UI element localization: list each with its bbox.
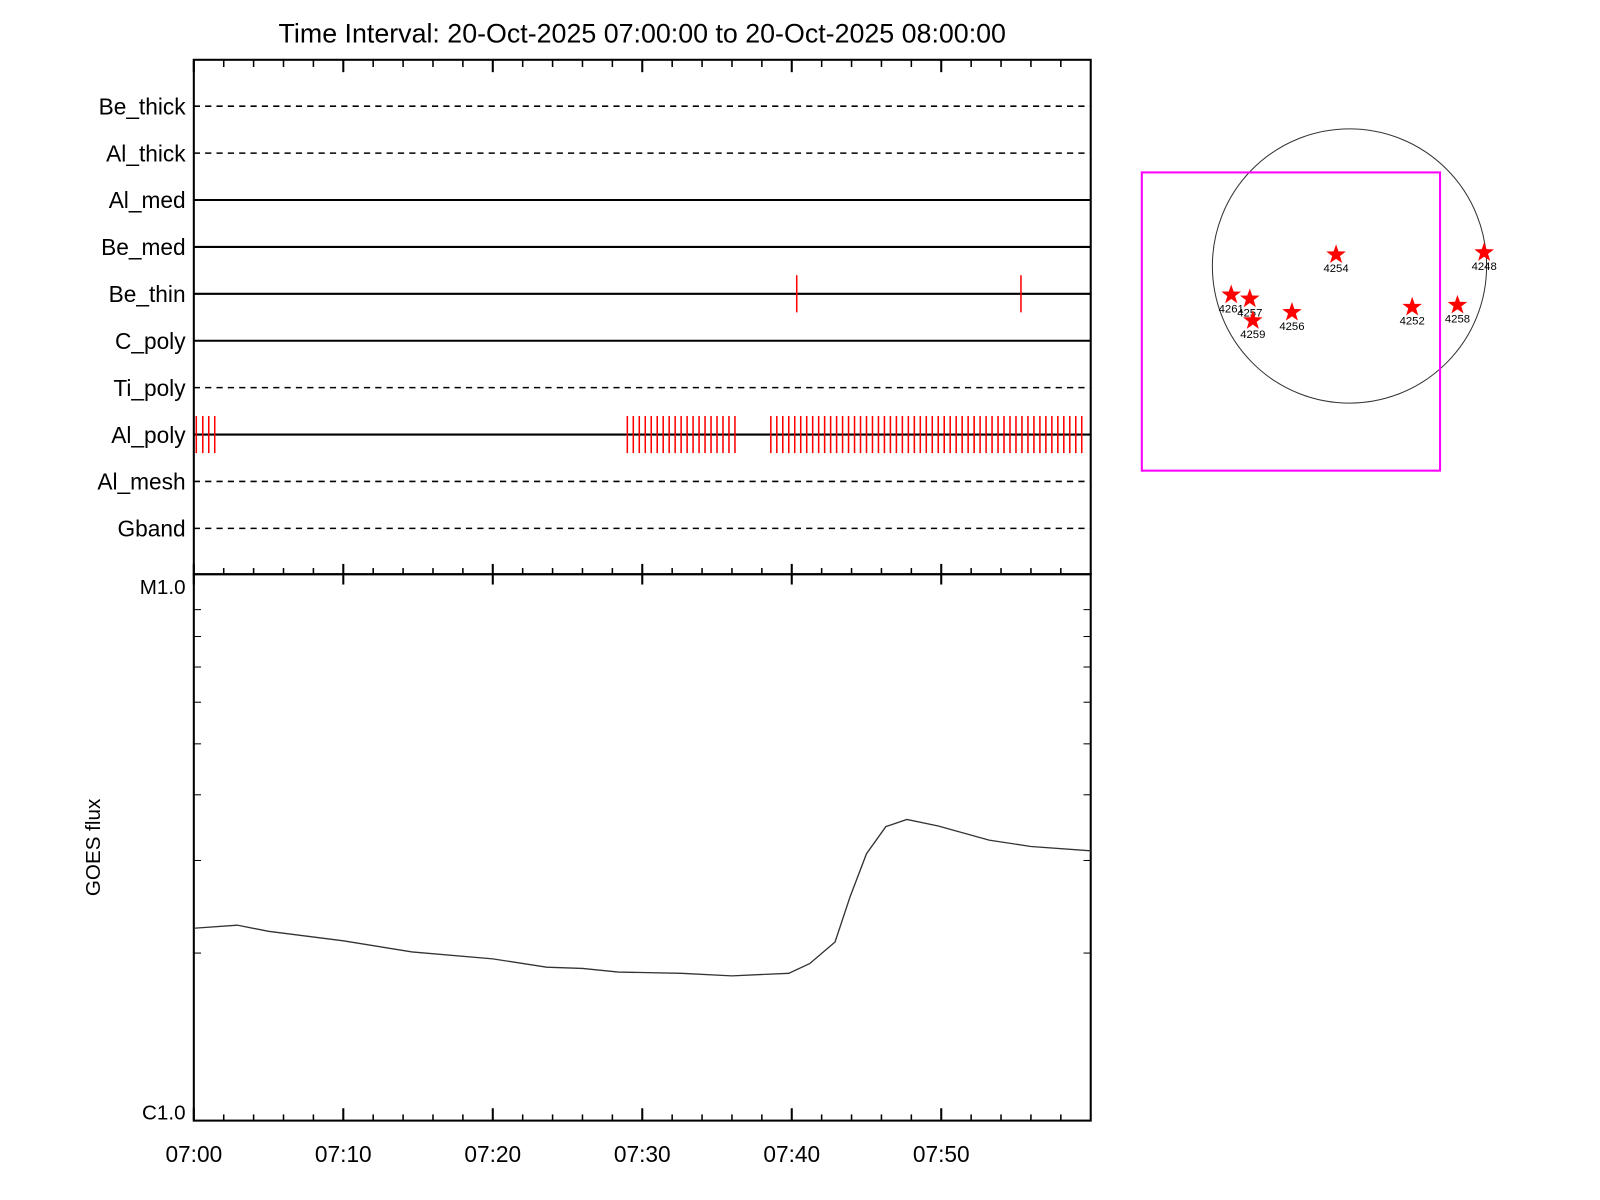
region-label: 4261 (1219, 303, 1244, 315)
region-marker (1447, 294, 1468, 314)
flux-line (193, 818, 1091, 977)
region-marker (1242, 310, 1263, 329)
row-label: Be_med (101, 234, 185, 260)
y-tick-label: M1.0 (140, 576, 186, 599)
region-marker (1402, 296, 1422, 316)
region-marker (1282, 301, 1302, 321)
timeline-frame (192, 58, 1092, 576)
row-label: Al_thick (106, 140, 186, 166)
x-tick-label: 07:50 (913, 1141, 970, 1167)
row-label: C_poly (115, 328, 186, 354)
x-tick-label: 07:00 (165, 1141, 222, 1167)
x-tick-label: 07:40 (763, 1141, 820, 1167)
region-marker (1326, 244, 1346, 263)
solar-limb (1211, 128, 1488, 404)
region-label: 4257 (1237, 307, 1262, 319)
row-label: Al_med (109, 187, 186, 213)
region-marker (1240, 288, 1260, 308)
region-label: 4252 (1400, 316, 1425, 328)
chart-title: Time Interval: 20-Oct-2025 07:00:00 to 2… (279, 18, 1006, 48)
region-marker (1474, 242, 1495, 261)
y-axis-label: GOES flux (82, 798, 105, 896)
row-label: Gband (117, 516, 185, 542)
flux-frame (192, 573, 1092, 1122)
field-of-view (1140, 171, 1442, 472)
x-tick-label: 07:30 (614, 1141, 671, 1167)
region-label: 4259 (1240, 329, 1265, 341)
row-label: Be_thick (99, 93, 187, 119)
row-label: Al_poly (111, 422, 186, 448)
region-marker (1221, 284, 1242, 304)
x-tick-label: 07:20 (464, 1141, 521, 1167)
row-label: Be_thin (109, 281, 186, 307)
region-label: 4258 (1445, 314, 1470, 326)
y-tick-label: C1.0 (142, 1102, 186, 1125)
region-label: 4248 (1472, 261, 1497, 273)
x-tick-label: 07:10 (315, 1141, 372, 1167)
region-label: 4256 (1279, 321, 1304, 333)
row-label: Ti_poly (113, 375, 186, 401)
region-label: 4254 (1323, 263, 1348, 275)
row-label: Al_mesh (97, 469, 185, 495)
